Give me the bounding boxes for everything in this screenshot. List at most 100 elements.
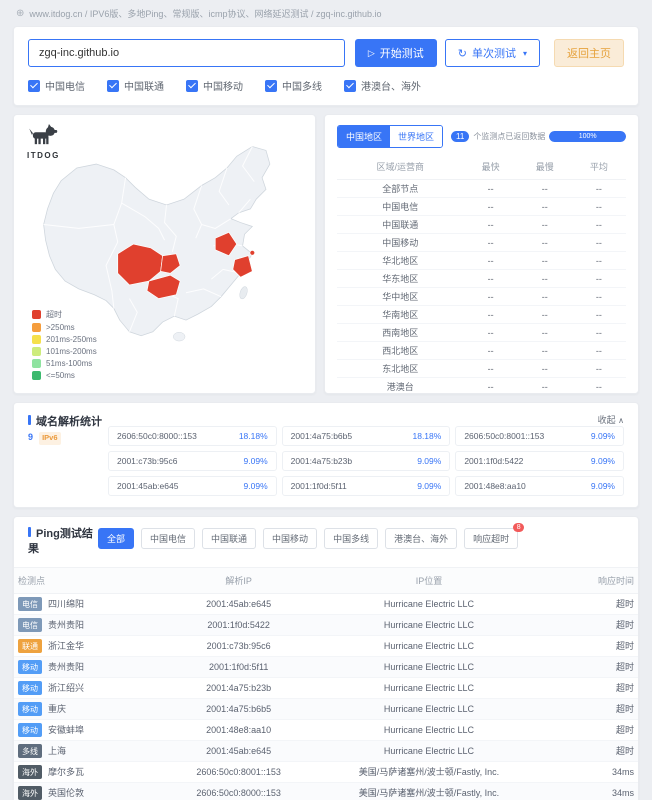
region-row: 西北地区 -- -- --	[337, 341, 626, 360]
legend-swatch	[32, 310, 41, 319]
test-mode-dropdown[interactable]: ↻ 单次测试 ▾	[444, 39, 540, 67]
ip-location: Hurricane Electric LLC	[319, 740, 539, 762]
region-stats-card: 中国地区 世界地区 11 个监测点已返回数据 100% 区域/运营商 最快 最慢…	[324, 114, 639, 394]
response-time: 超时	[538, 614, 638, 636]
start-test-button[interactable]: ▷ 开始测试	[354, 39, 437, 67]
region-row: 中国联通 -- -- --	[337, 215, 626, 234]
dns-ip-grid: 2606:50c0:8000::153 18.18% 2001:4a75:b6b5…	[108, 426, 624, 496]
ping-result-row: 联通 浙江金华 2001:c73b:95c6 Hurricane Electric…	[14, 635, 638, 657]
response-time: 34ms	[538, 761, 638, 783]
region-guizhou	[146, 274, 181, 300]
dns-ip-item: 2001:48e8:aa10 9.09%	[455, 476, 624, 496]
ping-result-row: 海外 英国伦敦 2606:50c0:8000::153 美国/马萨诸塞州/波士顿/…	[14, 782, 638, 800]
legend-item: 101ms-200ms	[32, 347, 97, 356]
collapse-button[interactable]: 收起 ∧	[597, 415, 624, 425]
region-row: 西南地区 -- -- --	[337, 323, 626, 342]
resolved-ip: 2001:1f0d:5422	[157, 614, 320, 636]
globe-icon: ⊕	[16, 8, 25, 19]
resolved-ip: 2001:c73b:95c6	[157, 635, 320, 657]
ping-result-row: 移动 重庆 2001:4a75:b6b5 Hurricane Electric L…	[14, 698, 638, 720]
home-button[interactable]: 返回主页	[554, 39, 624, 67]
host-input[interactable]	[28, 39, 345, 67]
carrier-tag: 多线	[18, 744, 42, 759]
node-name: 上海	[48, 745, 67, 756]
region-taiwan	[239, 286, 248, 300]
response-time: 超时	[538, 677, 638, 699]
title-accent-bar	[28, 527, 31, 537]
region-row: 华北地区 -- -- --	[337, 251, 626, 270]
china-outline	[43, 146, 271, 337]
carrier-tag: 联通	[18, 639, 42, 654]
ping-result-row: 电信 四川绵阳 2001:45ab:e645 Hurricane Electric…	[14, 593, 638, 615]
region-tab-group: 中国地区 世界地区	[337, 125, 444, 148]
checkbox-overseas[interactable]: 港澳台、海外	[344, 78, 421, 93]
legend-item: >250ms	[32, 323, 97, 332]
filter-china-telecom[interactable]: 中国电信	[141, 528, 196, 549]
filter-china-unicom[interactable]: 中国联通	[202, 528, 257, 549]
node-name: 英国伦敦	[48, 787, 85, 798]
response-time: 超时	[538, 656, 638, 678]
ip-location: Hurricane Electric LLC	[319, 719, 539, 741]
tab-china-region[interactable]: 中国地区	[338, 126, 391, 147]
ping-results-table: 检测点 解析IP IP位置 响应时间 电信 四川绵阳 2001:45ab:e645…	[14, 566, 638, 800]
ping-result-row: 移动 浙江绍兴 2001:4a75:b23b Hurricane Electric…	[14, 677, 638, 699]
carrier-tag: 移动	[18, 681, 42, 696]
legend-swatch	[32, 347, 41, 356]
ping-results-card: Ping测试结果 全部 中国电信 中国联通 中国移动 中国多线 港澳台、海外 响…	[13, 516, 639, 800]
checkbox-china-multiline[interactable]: 中国多线	[265, 78, 322, 93]
resolved-ip: 2001:4a75:b6b5	[157, 698, 320, 720]
legend-swatch	[32, 359, 41, 368]
search-card: ▷ 开始测试 ↻ 单次测试 ▾ 返回主页 中国电信 中国联通 中国移动 中国多线	[13, 26, 639, 106]
response-time: 超时	[538, 635, 638, 657]
breadcrumb-text: www.itdog.cn / IPV6版、多地Ping、常规版、icmp协议、网…	[29, 9, 382, 19]
timeout-regions	[117, 231, 256, 300]
response-time: 超时	[538, 719, 638, 741]
progress-bar: 100%	[549, 131, 626, 142]
checkbox-china-unicom[interactable]: 中国联通	[107, 78, 164, 93]
ip-location: 美国/马萨诸塞州/波士顿/Fastly, Inc.	[319, 782, 539, 800]
node-name: 安徽蚌埠	[48, 724, 85, 735]
legend-swatch	[32, 335, 41, 344]
checkbox-checked-icon	[186, 79, 198, 92]
region-row: 中国电信 -- -- --	[337, 197, 626, 216]
tab-world-region[interactable]: 世界地区	[390, 126, 443, 147]
legend-item: 201ms-250ms	[32, 335, 97, 344]
filter-china-mobile[interactable]: 中国移动	[263, 528, 318, 549]
carrier-tag: 移动	[18, 702, 42, 717]
checkbox-checked-icon	[107, 79, 119, 92]
checkbox-checked-icon	[265, 79, 277, 92]
checkbox-china-telecom[interactable]: 中国电信	[28, 78, 85, 93]
dns-ip-item: 2001:1f0d:5422 9.09%	[455, 451, 624, 471]
itdog-logo: ITDOG	[27, 124, 60, 160]
ping-result-row: 海外 摩尔多瓦 2606:50c0:8001::153 美国/马萨诸塞州/波士顿/…	[14, 761, 638, 783]
dns-ip-item: 2001:4a75:b23b 9.09%	[281, 451, 451, 471]
carrier-tag: 移动	[18, 660, 42, 675]
filter-timeout[interactable]: 响应超时 8	[464, 523, 525, 549]
ping-result-row: 移动 安徽蚌埠 2001:48e8:aa10 Hurricane Electric…	[14, 719, 638, 741]
dns-ipv6-tag: IPv6	[39, 432, 61, 445]
carrier-tag: 电信	[18, 618, 42, 633]
ip-location: Hurricane Electric LLC	[319, 593, 539, 615]
region-row: 港澳台 -- -- --	[386, 381, 602, 393]
ping-table-header: 检测点 解析IP IP位置 响应时间	[14, 566, 638, 594]
ping-result-row: 多线 上海 2001:45ab:e645 Hurricane Electric L…	[14, 740, 638, 762]
dns-ip-item: 2606:50c0:8000::153 18.18%	[108, 426, 277, 446]
filter-china-multiline[interactable]: 中国多线	[324, 528, 379, 549]
ping-panel-title: Ping测试结果	[28, 527, 93, 556]
response-time: 超时	[538, 698, 638, 720]
returned-count-badge: 11	[451, 131, 470, 142]
carrier-tag: 移动	[18, 723, 42, 738]
filter-all[interactable]: 全部	[98, 528, 135, 549]
progress-fill: 100%	[549, 131, 626, 142]
region-hainan	[173, 332, 186, 342]
test-progress: 11 个监测点已返回数据 100%	[451, 131, 626, 142]
carrier-checkbox-row: 中国电信 中国联通 中国移动 中国多线 港澳台、海外	[28, 78, 624, 93]
resolved-ip: 2001:48e8:aa10	[157, 719, 320, 741]
region-chongqing	[160, 253, 181, 274]
filter-overseas[interactable]: 港澳台、海外	[385, 528, 458, 549]
checkbox-china-mobile[interactable]: 中国移动	[186, 78, 243, 93]
response-time: 34ms	[538, 782, 638, 800]
dns-ip-item: 2606:50c0:8001::153 9.09%	[455, 426, 624, 446]
refresh-icon: ↻	[457, 47, 467, 60]
response-time: 超时	[538, 740, 638, 762]
